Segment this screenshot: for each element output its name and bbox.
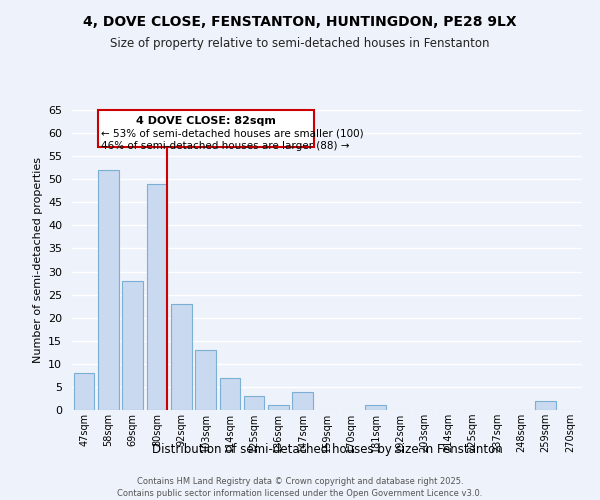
Text: Distribution of semi-detached houses by size in Fenstanton: Distribution of semi-detached houses by …	[152, 442, 502, 456]
Bar	[146, 184, 167, 410]
Bar	[97, 110, 314, 147]
Text: Contains public sector information licensed under the Open Government Licence v3: Contains public sector information licen…	[118, 489, 482, 498]
Bar	[365, 406, 386, 410]
Bar	[171, 304, 191, 410]
Bar	[122, 281, 143, 410]
Bar	[74, 373, 94, 410]
Text: 4 DOVE CLOSE: 82sqm: 4 DOVE CLOSE: 82sqm	[136, 116, 275, 126]
Bar	[244, 396, 265, 410]
Text: ← 53% of semi-detached houses are smaller (100): ← 53% of semi-detached houses are smalle…	[101, 128, 364, 138]
Bar	[220, 378, 240, 410]
Text: 4, DOVE CLOSE, FENSTANTON, HUNTINGDON, PE28 9LX: 4, DOVE CLOSE, FENSTANTON, HUNTINGDON, P…	[83, 15, 517, 29]
Bar	[535, 401, 556, 410]
Text: Size of property relative to semi-detached houses in Fenstanton: Size of property relative to semi-detach…	[110, 38, 490, 51]
Bar	[292, 392, 313, 410]
Bar	[268, 406, 289, 410]
Bar	[98, 170, 119, 410]
Text: 46% of semi-detached houses are larger (88) →: 46% of semi-detached houses are larger (…	[101, 142, 350, 152]
Text: Contains HM Land Registry data © Crown copyright and database right 2025.: Contains HM Land Registry data © Crown c…	[137, 478, 463, 486]
Bar	[195, 350, 216, 410]
Y-axis label: Number of semi-detached properties: Number of semi-detached properties	[32, 157, 43, 363]
